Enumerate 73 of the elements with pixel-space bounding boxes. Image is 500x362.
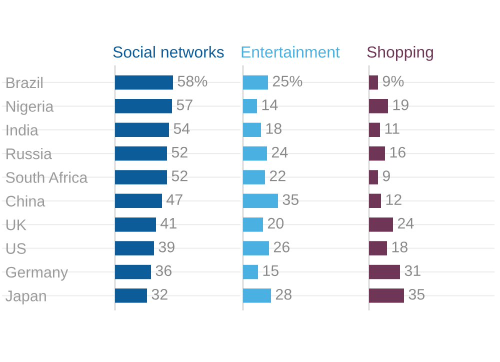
bar [243, 241, 269, 256]
y-tick-label: South Africa [6, 172, 88, 183]
y-tick-label: UK [6, 220, 26, 230]
data-label: 35 [282, 194, 299, 206]
bar [369, 217, 393, 232]
bar [115, 75, 173, 90]
data-label: 9 [382, 170, 390, 182]
data-label: 12 [386, 194, 402, 205]
bar [243, 170, 265, 184]
bar [243, 75, 268, 90]
bar [243, 146, 267, 161]
data-label: 9% [382, 76, 404, 87]
bar [369, 170, 378, 184]
data-label: 54 [174, 123, 190, 134]
chart-title: Shopping [367, 46, 433, 61]
bar [243, 194, 278, 208]
data-label: 31 [404, 265, 420, 276]
data-label: 11 [385, 123, 400, 134]
chart-title: Entertainment [242, 46, 340, 58]
data-label: 24 [272, 146, 288, 158]
data-label: 41 [160, 218, 176, 229]
bar [243, 288, 271, 303]
bar [243, 99, 257, 114]
y-tick-label: Brazil [6, 76, 42, 88]
data-label: 26 [274, 242, 290, 252]
data-label: 57 [176, 100, 192, 110]
data-label: 20 [268, 218, 284, 229]
data-label: 14 [262, 100, 278, 110]
data-label: 36 [156, 265, 172, 276]
bar [369, 146, 385, 161]
bar [115, 264, 151, 280]
bar [369, 194, 381, 208]
bar [115, 122, 169, 137]
bar [115, 194, 162, 208]
bar [369, 99, 388, 114]
data-label: 28 [276, 288, 292, 300]
data-label: 32 [152, 288, 168, 300]
bar [369, 122, 380, 137]
y-tick-label: Nigeria [6, 100, 54, 115]
data-label: 47 [166, 194, 182, 205]
data-label: 58% [178, 76, 208, 87]
bar [115, 170, 167, 184]
bar [243, 217, 263, 232]
bar [115, 241, 154, 256]
data-label: 52 [172, 146, 188, 158]
data-label: 24 [398, 218, 414, 229]
bar [369, 75, 378, 90]
data-label: 52 [172, 170, 188, 182]
data-label: 18 [392, 242, 408, 252]
data-label: 25% [272, 76, 302, 87]
bar [115, 288, 147, 303]
bar [115, 146, 167, 161]
data-label: 15 [263, 265, 279, 276]
bar [369, 264, 400, 280]
bar [115, 217, 156, 232]
bar [243, 264, 258, 280]
bar [369, 241, 387, 256]
data-label: 22 [270, 170, 286, 182]
y-tick-label: India [6, 124, 38, 136]
y-tick-label: US [6, 243, 26, 254]
y-tick-label: Germany [6, 266, 68, 281]
data-label: 16 [390, 146, 406, 158]
data-label: 19 [393, 99, 408, 110]
y-tick-label: China [6, 195, 46, 207]
chart-title: Social networks [113, 46, 224, 58]
bar [369, 288, 404, 303]
data-label: 35 [408, 288, 425, 300]
data-label: 39 [158, 242, 174, 252]
y-tick-label: Russia [6, 148, 52, 160]
bar [115, 99, 172, 114]
bar [243, 122, 261, 137]
data-label: 18 [266, 123, 282, 134]
y-tick-label: Japan [6, 290, 46, 304]
